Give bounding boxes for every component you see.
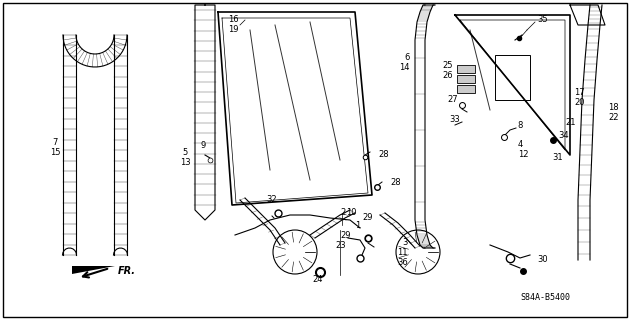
Text: 7: 7	[52, 138, 58, 147]
Text: 28: 28	[390, 178, 401, 187]
Text: 16: 16	[228, 15, 239, 24]
Text: 4: 4	[518, 140, 524, 149]
Text: 19: 19	[228, 25, 239, 34]
Text: 25: 25	[442, 61, 453, 70]
Text: 10: 10	[346, 208, 357, 217]
Text: 6: 6	[404, 53, 410, 62]
Text: 22: 22	[608, 113, 619, 122]
Text: 15: 15	[50, 148, 60, 157]
Text: 9: 9	[200, 141, 205, 150]
Text: 12: 12	[518, 150, 529, 159]
Text: 5: 5	[182, 148, 188, 157]
Text: 13: 13	[180, 158, 190, 167]
Text: 28: 28	[378, 150, 389, 159]
Bar	[495, 55, 530, 100]
Text: 18: 18	[608, 103, 619, 112]
Bar	[457, 75, 475, 83]
Text: 29: 29	[340, 231, 350, 240]
Bar	[457, 65, 475, 73]
Text: 31: 31	[552, 153, 563, 162]
Text: 2: 2	[340, 208, 345, 217]
Text: 20: 20	[574, 98, 585, 107]
Text: S84A-B5400: S84A-B5400	[520, 293, 570, 302]
Text: 33: 33	[449, 115, 460, 124]
Text: 27: 27	[447, 95, 458, 104]
Polygon shape	[72, 266, 115, 274]
Text: 21: 21	[565, 118, 575, 127]
Text: FR.: FR.	[118, 266, 136, 276]
Text: 14: 14	[399, 63, 410, 72]
Text: 3: 3	[403, 238, 408, 247]
Text: 36: 36	[398, 258, 408, 267]
Text: 26: 26	[442, 71, 453, 80]
Text: 11: 11	[398, 248, 408, 257]
Text: 24: 24	[312, 275, 323, 284]
Text: 23: 23	[335, 241, 346, 250]
Text: 1: 1	[355, 221, 360, 230]
Text: 35: 35	[537, 15, 547, 24]
Text: 8: 8	[517, 121, 522, 130]
Text: 32: 32	[266, 195, 277, 204]
Text: 30: 30	[537, 255, 547, 264]
Bar	[457, 85, 475, 93]
Text: 17: 17	[574, 88, 585, 97]
Text: 29: 29	[362, 213, 373, 222]
Text: 34: 34	[558, 131, 569, 140]
